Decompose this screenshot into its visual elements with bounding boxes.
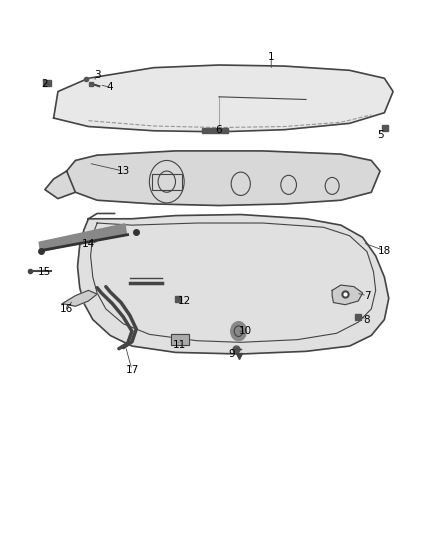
Text: 2: 2 <box>42 78 48 88</box>
Polygon shape <box>332 285 363 305</box>
Text: 16: 16 <box>60 304 73 314</box>
Text: 18: 18 <box>378 246 391 256</box>
Polygon shape <box>53 65 393 132</box>
Circle shape <box>231 321 247 341</box>
Text: 4: 4 <box>107 82 113 92</box>
Text: 5: 5 <box>377 130 383 140</box>
Text: 15: 15 <box>38 267 52 277</box>
Text: 8: 8 <box>364 314 370 325</box>
Bar <box>171 334 188 345</box>
Bar <box>39 224 126 252</box>
Bar <box>43 80 50 86</box>
Text: 13: 13 <box>117 166 130 176</box>
Text: 9: 9 <box>229 349 235 359</box>
Text: 1: 1 <box>268 52 275 62</box>
Polygon shape <box>67 151 380 206</box>
Text: 6: 6 <box>215 125 223 135</box>
Bar <box>152 174 182 190</box>
Polygon shape <box>62 290 97 306</box>
Bar <box>171 334 188 345</box>
Text: 17: 17 <box>125 365 138 375</box>
Polygon shape <box>45 171 75 199</box>
Bar <box>201 127 228 133</box>
Text: 11: 11 <box>173 340 187 350</box>
Text: 12: 12 <box>177 296 191 306</box>
Polygon shape <box>78 215 389 354</box>
Text: 3: 3 <box>94 70 100 79</box>
Text: 10: 10 <box>239 326 252 336</box>
Text: 7: 7 <box>364 290 370 301</box>
Text: 14: 14 <box>82 239 95 249</box>
